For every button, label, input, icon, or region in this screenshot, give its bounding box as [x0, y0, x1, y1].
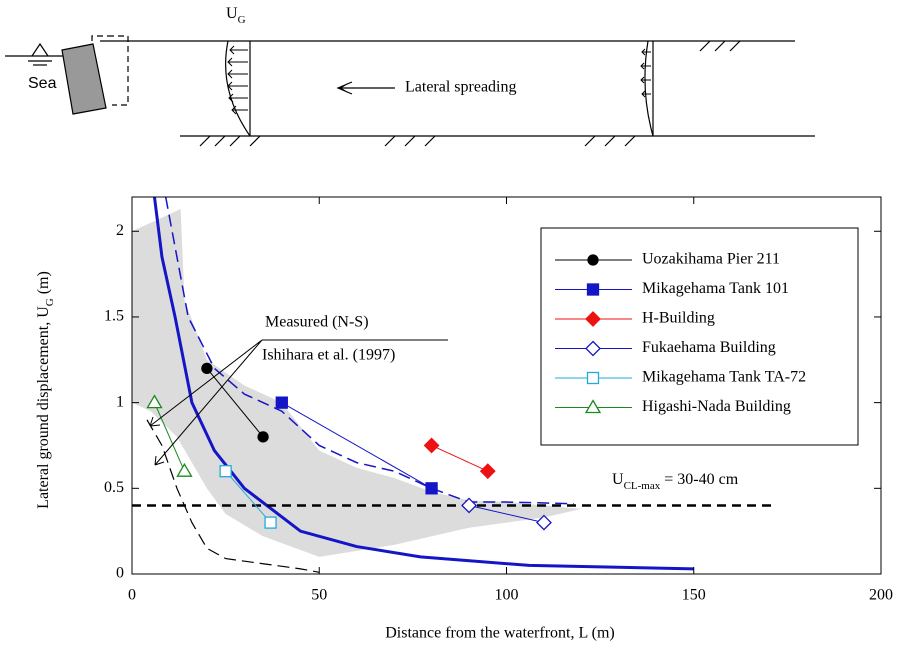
ucl-sub: CL-max: [624, 480, 661, 492]
y-tick-label: 2: [116, 222, 124, 239]
y-tick-label: 1.5: [104, 308, 124, 325]
annotation: Measured (N-S): [265, 314, 369, 331]
spreading-label: Lateral spreading: [405, 79, 517, 96]
diagram: [5, 35, 815, 147]
series-line: [468, 504, 545, 524]
diagram-label: UG: [226, 5, 246, 26]
y-label-sub: G: [44, 298, 56, 306]
marker: [585, 340, 601, 357]
curve: [164, 197, 574, 505]
y-tick-label: 0: [116, 565, 124, 582]
series-line: [225, 470, 271, 523]
x-tick-label: 50: [311, 587, 327, 604]
marker: [586, 371, 600, 385]
x-axis-label: Distance from the waterfront, L (m): [385, 625, 615, 642]
marker: [423, 437, 440, 454]
legend-label: Mikagehama Tank 101: [642, 280, 789, 297]
marker: [587, 254, 599, 266]
marker: [585, 311, 601, 327]
x-tick-label: 150: [682, 587, 706, 604]
marker: [536, 514, 552, 531]
marker: [257, 431, 269, 443]
marker: [584, 399, 602, 414]
marker: [201, 362, 213, 375]
curve: [152, 197, 694, 571]
ucl: U: [612, 471, 624, 488]
marker: [176, 462, 193, 477]
marker: [425, 482, 438, 495]
x-tick-label: 100: [495, 587, 519, 604]
marker: [275, 396, 288, 409]
legend-label: H-Building: [642, 310, 715, 327]
series-line: [154, 402, 185, 472]
legend-label: Fukaehama Building: [642, 339, 776, 356]
envelope-area: [132, 208, 582, 557]
marker: [461, 497, 477, 514]
y-axis-label: Lateral ground displacement, UG (m): [35, 271, 56, 509]
x-tick-label: 0: [128, 587, 136, 604]
marker: [586, 283, 600, 296]
annotation: Ishihara et al. (1997): [262, 347, 395, 364]
ug-label: U: [226, 5, 238, 22]
y-label-main: Lateral ground displacement, U: [35, 306, 52, 509]
legend-label: Higashi-Nada Building: [642, 398, 791, 415]
marker: [479, 463, 496, 480]
y-tick-label: 0.5: [104, 479, 124, 496]
sea-label: Sea: [28, 75, 57, 92]
curve: [146, 419, 320, 573]
legend-label: Mikagehama Tank TA-72: [642, 369, 806, 386]
data-layer: [132, 197, 777, 573]
marker: [146, 394, 163, 409]
annotation: UCL-max = 30-40 cm: [612, 471, 739, 492]
marker: [219, 465, 232, 478]
legend-label: Uozakihama Pier 211: [642, 251, 780, 268]
marker: [264, 516, 277, 529]
y-label-unit: (m): [35, 271, 52, 298]
y-tick-label: 1: [116, 393, 124, 410]
ucl-rest: = 30-40 cm: [660, 471, 738, 488]
ug-sub: G: [238, 14, 246, 26]
series-line: [431, 445, 488, 472]
annotation-arrow: [149, 339, 263, 466]
x-tick-label: 200: [869, 587, 893, 604]
series-line: [206, 368, 264, 438]
series-line: [281, 402, 432, 489]
